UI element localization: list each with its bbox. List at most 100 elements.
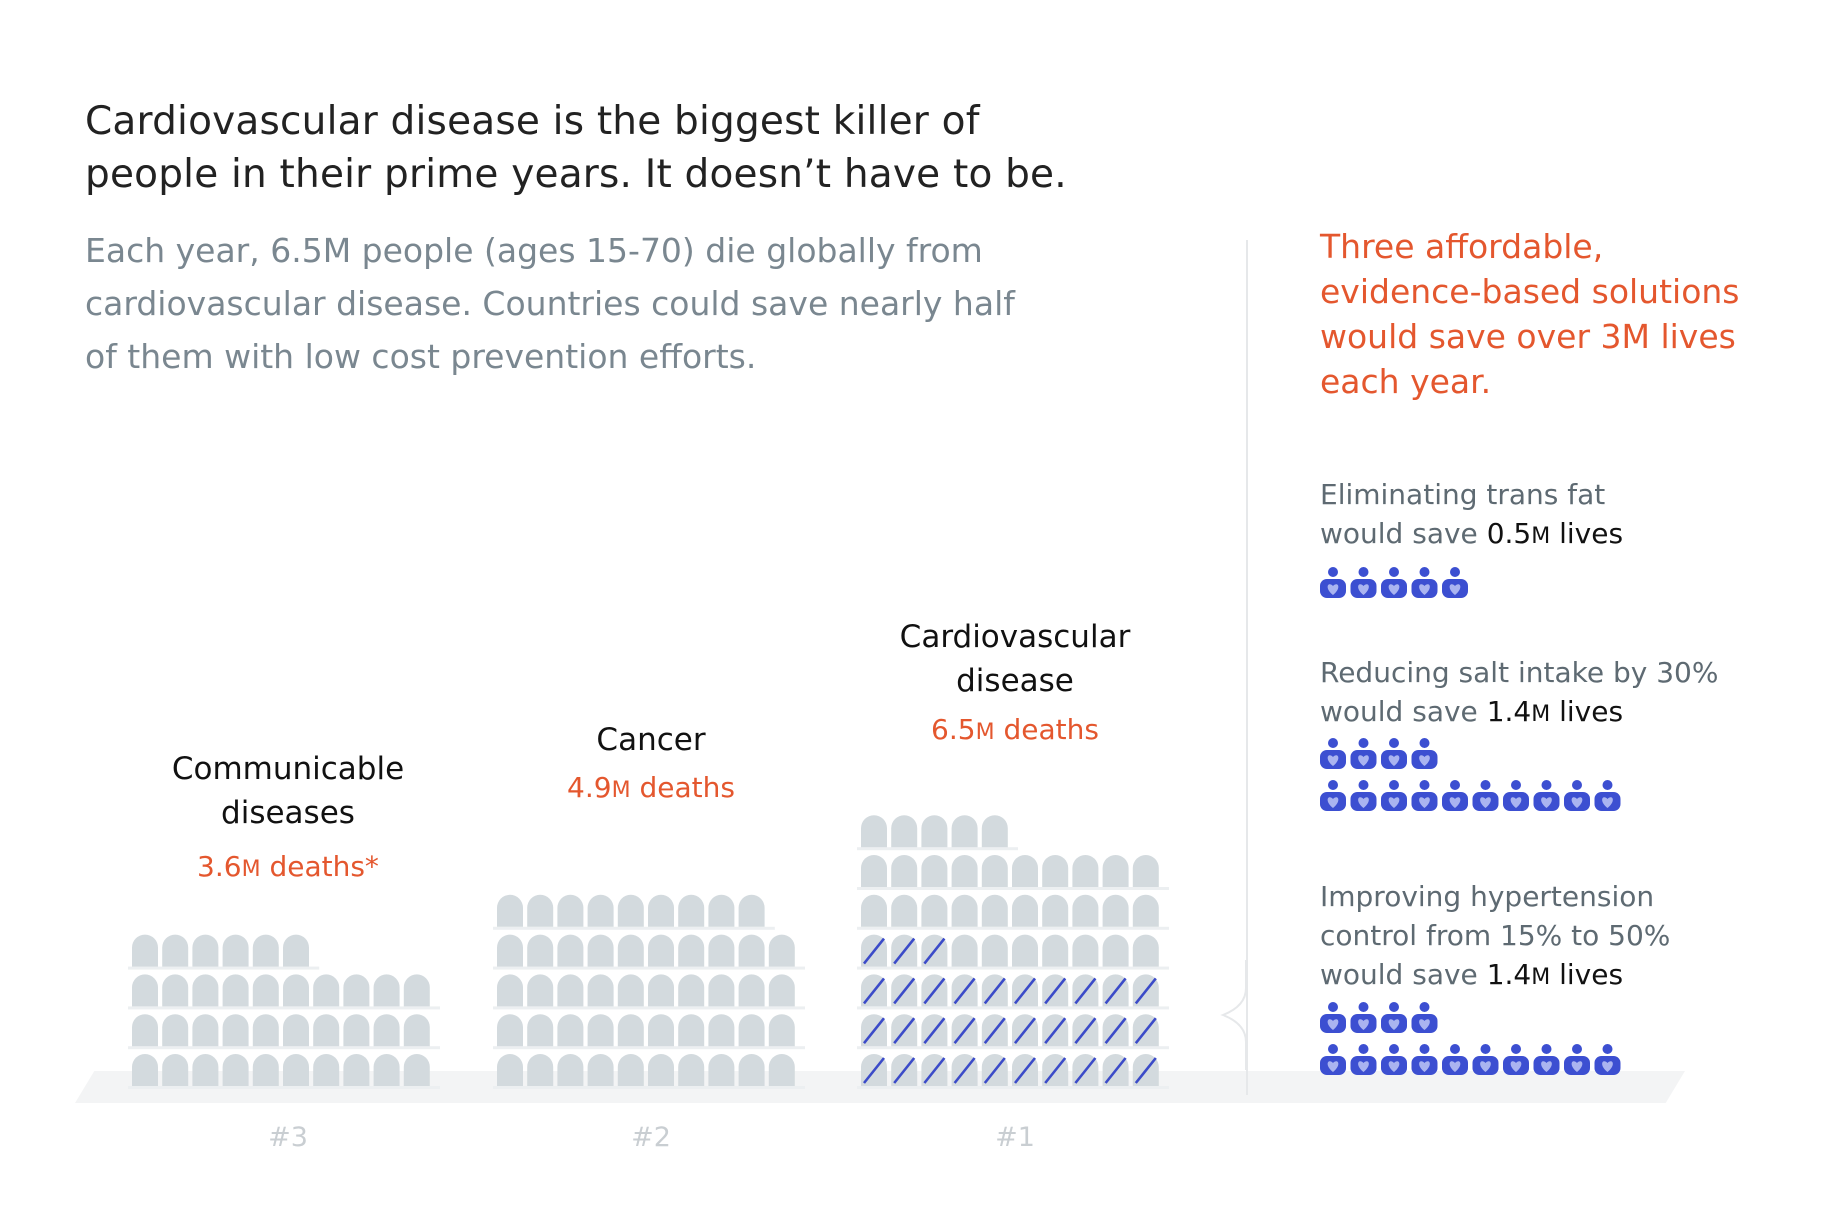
tombstone-icon bbox=[708, 894, 735, 927]
save-unit: M bbox=[1531, 524, 1551, 549]
solution-text: control from 15% to 50% bbox=[1320, 919, 1671, 952]
rank-label: #1 bbox=[995, 1122, 1035, 1153]
deaths-suffix: deaths bbox=[994, 713, 1099, 746]
row-shelf bbox=[857, 926, 1169, 930]
tombstone-icon bbox=[192, 934, 219, 967]
intro-line-3: of them with low cost prevention efforts… bbox=[85, 337, 757, 376]
tombstone-icon bbox=[891, 855, 918, 887]
deaths-value: 6.5 bbox=[931, 713, 976, 746]
column-label-communicable: Communicable diseases bbox=[118, 747, 458, 835]
row-shelf bbox=[857, 847, 1018, 851]
tombstone-icon bbox=[921, 894, 948, 927]
row-shelf bbox=[128, 1086, 440, 1089]
tombstone-icon bbox=[587, 934, 614, 967]
lives-saved-group bbox=[1320, 567, 1468, 598]
intro-text: Each year, 6.5M people (ages 15-70) die … bbox=[85, 224, 1175, 383]
tombstone-icon bbox=[738, 1054, 765, 1086]
column-label-line: diseases bbox=[221, 795, 355, 831]
tombstone-icon bbox=[313, 1054, 340, 1086]
divider-line bbox=[1246, 240, 1248, 1095]
headline-line-1: Cardiovascular disease is the biggest ki… bbox=[85, 99, 980, 144]
row-shelf bbox=[493, 966, 805, 970]
tombstone-icon bbox=[1012, 1014, 1038, 1047]
tombstone-icon bbox=[1042, 1054, 1069, 1086]
tombstone-icon bbox=[252, 974, 279, 1007]
person-heart-icon bbox=[1381, 738, 1407, 769]
solution-text: Eliminating trans fat bbox=[1320, 478, 1606, 511]
tombstone-icon bbox=[497, 1014, 523, 1047]
tombstone-icon bbox=[891, 934, 918, 967]
tombstone-icon bbox=[132, 1014, 158, 1047]
tombstone-icon bbox=[1042, 855, 1069, 887]
rank-label: #2 bbox=[631, 1122, 671, 1153]
person-heart-icon bbox=[1381, 1002, 1407, 1033]
tombstone-icon bbox=[981, 855, 1008, 887]
headline: Cardiovascular disease is the biggest ki… bbox=[85, 95, 1215, 201]
row-shelf bbox=[493, 1046, 805, 1050]
tombstone-icon bbox=[343, 1014, 370, 1047]
tombstone-icon bbox=[768, 1054, 795, 1086]
person-heart-icon bbox=[1381, 567, 1407, 598]
person-heart-icon bbox=[1564, 780, 1590, 811]
tombstone-icon bbox=[617, 934, 644, 967]
tombstone-icon bbox=[222, 1054, 249, 1086]
solutions-headline-line: each year. bbox=[1320, 362, 1492, 401]
row-shelf bbox=[128, 966, 320, 970]
tombstone-icon bbox=[861, 974, 888, 1007]
column-label-cardiovascular: Cardiovascular disease bbox=[845, 615, 1185, 703]
tombstone-icon bbox=[861, 1014, 888, 1047]
bar-column bbox=[493, 894, 805, 1089]
save-prefix: would save bbox=[1320, 695, 1487, 728]
tombstone-icon bbox=[373, 974, 400, 1007]
deaths-value: 3.6 bbox=[197, 850, 242, 883]
tombstone-icon bbox=[708, 1054, 735, 1086]
tombstone-icon bbox=[648, 934, 674, 967]
tombstone-icon bbox=[557, 974, 584, 1007]
tombstone-icon bbox=[373, 1014, 400, 1047]
tombstone-icon bbox=[1012, 1054, 1038, 1086]
person-heart-icon bbox=[1411, 1044, 1438, 1075]
solution-save-line: would save 1.4M lives bbox=[1320, 692, 1800, 734]
tombstone-icon bbox=[981, 815, 1008, 848]
save-suffix: lives bbox=[1550, 958, 1624, 991]
tombstone-icon bbox=[648, 1014, 674, 1047]
tombstone-icon bbox=[192, 974, 219, 1007]
deaths-value: 4.9 bbox=[567, 771, 612, 804]
solution-trans-fat: Eliminating trans fat would save 0.5M li… bbox=[1320, 475, 1800, 556]
tombstone-icon bbox=[1042, 1014, 1069, 1047]
save-prefix: would save bbox=[1320, 958, 1487, 991]
tombstone-icon bbox=[1102, 974, 1129, 1007]
tombstone-icon bbox=[1072, 855, 1099, 887]
save-unit: M bbox=[1531, 965, 1551, 990]
tombstone-icon bbox=[497, 974, 523, 1007]
tombstone-icon bbox=[981, 1014, 1008, 1047]
tombstone-icon bbox=[891, 1014, 918, 1047]
person-heart-icon bbox=[1320, 780, 1346, 811]
tombstone-icon bbox=[738, 934, 765, 967]
tombstone-icon bbox=[1042, 974, 1069, 1007]
tombstone-icon bbox=[343, 974, 370, 1007]
tombstone-icon bbox=[617, 974, 644, 1007]
tombstone-icon bbox=[527, 934, 554, 967]
save-suffix: lives bbox=[1550, 517, 1624, 550]
person-heart-icon bbox=[1442, 780, 1468, 811]
tombstone-icon bbox=[951, 855, 978, 887]
row-shelf bbox=[128, 1046, 440, 1050]
tombstone-icon bbox=[1072, 934, 1099, 967]
deaths-unit: M bbox=[611, 778, 631, 803]
person-heart-icon bbox=[1411, 738, 1438, 769]
tombstone-icon bbox=[252, 1054, 279, 1086]
row-shelf bbox=[857, 1086, 1169, 1089]
tombstone-icon bbox=[1012, 934, 1038, 967]
row-shelf bbox=[493, 1006, 805, 1010]
person-heart-icon bbox=[1381, 1044, 1407, 1075]
tombstone-icon bbox=[1132, 1014, 1159, 1047]
tombstone-icon bbox=[768, 1014, 795, 1047]
tombstone-icon bbox=[162, 934, 189, 967]
tombstone-icon bbox=[951, 1014, 978, 1047]
tombstone-icon bbox=[252, 1014, 279, 1047]
tombstone-icon bbox=[222, 1014, 249, 1047]
solutions-headline-line: Three affordable, bbox=[1320, 227, 1604, 266]
tombstone-icon bbox=[587, 1054, 614, 1086]
tombstone-icon bbox=[891, 815, 918, 848]
